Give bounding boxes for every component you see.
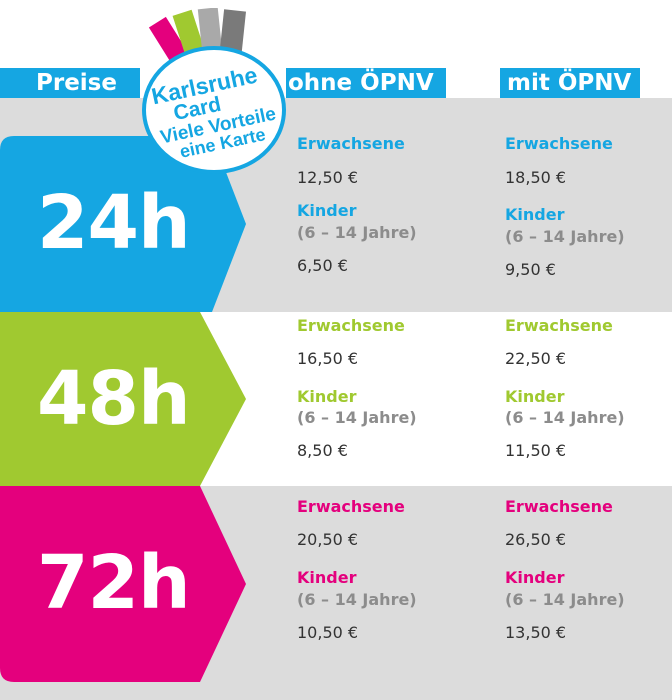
row-72h-ohne-child-price: 10,50 € <box>297 623 359 642</box>
row-24h-ohne-child-price: 6,50 € <box>297 256 348 275</box>
row-24h-mit-adult-price: 18,50 € <box>505 168 567 187</box>
row-48h-ohne-adult-price: 16,50 € <box>297 349 359 368</box>
header-bar-ohne <box>286 68 446 98</box>
header-bar-preise <box>0 68 140 98</box>
duration-48h-label: 48h <box>37 356 191 442</box>
row-48h-mit-adult-label: Erwachsene <box>505 316 613 335</box>
row-24h-mit-child-label: Kinder <box>505 205 565 224</box>
row-48h-mit-child-age: (6 – 14 Jahre) <box>505 408 625 427</box>
row-24h-ohne-adult-price: 12,50 € <box>297 168 359 187</box>
karlsruhe-card-logo: Karlsruhe Card Viele Vorteile eine Karte <box>142 8 286 174</box>
row-48h-ohne-child-age: (6 – 14 Jahre) <box>297 408 417 427</box>
row-72h-ohne-adult-price: 20,50 € <box>297 530 359 549</box>
row-24h-ohne-adult-label: Erwachsene <box>297 134 405 153</box>
row-48h-ohne-child-label: Kinder <box>297 387 357 406</box>
row-48h-mit-child-price: 11,50 € <box>505 441 567 460</box>
row-72h-mit-child-age: (6 – 14 Jahre) <box>505 590 625 609</box>
duration-24h-label: 24h <box>37 180 191 266</box>
row-24h-mit-child-price: 9,50 € <box>505 260 556 279</box>
arrow-48h <box>0 312 246 486</box>
header-preise: Preise <box>36 70 117 96</box>
row-24h-ohne-child-label: Kinder <box>297 201 357 220</box>
row-72h-mit-adult-label: Erwachsene <box>505 497 613 516</box>
header-mit-oepnv: mit ÖPNV <box>507 70 632 96</box>
row-48h-mit-adult-price: 22,50 € <box>505 349 567 368</box>
row-72h-mit-child-price: 13,50 € <box>505 623 567 642</box>
duration-72h-label: 72h <box>37 540 191 626</box>
row-72h-mit-adult-price: 26,50 € <box>505 530 567 549</box>
arrow-72h <box>0 486 246 682</box>
row-48h-mit-child-label: Kinder <box>505 387 565 406</box>
row-24h-mit-adult-label: Erwachsene <box>505 134 613 153</box>
row-24h-mit-child-age: (6 – 14 Jahre) <box>505 227 625 246</box>
row-72h-ohne-adult-label: Erwachsene <box>297 497 405 516</box>
row-72h-ohne-child-age: (6 – 14 Jahre) <box>297 590 417 609</box>
header-bar-mit <box>500 68 640 98</box>
row-48h-ohne-child-price: 8,50 € <box>297 441 348 460</box>
arrow-24h <box>0 136 246 312</box>
row-72h-mit-child-label: Kinder <box>505 568 565 587</box>
row-48h-ohne-adult-label: Erwachsene <box>297 316 405 335</box>
row-24h-ohne-child-age: (6 – 14 Jahre) <box>297 223 417 242</box>
row-72h-ohne-child-label: Kinder <box>297 568 357 587</box>
logo-circle <box>142 46 286 174</box>
header-ohne-oepnv: ohne ÖPNV <box>288 70 434 96</box>
